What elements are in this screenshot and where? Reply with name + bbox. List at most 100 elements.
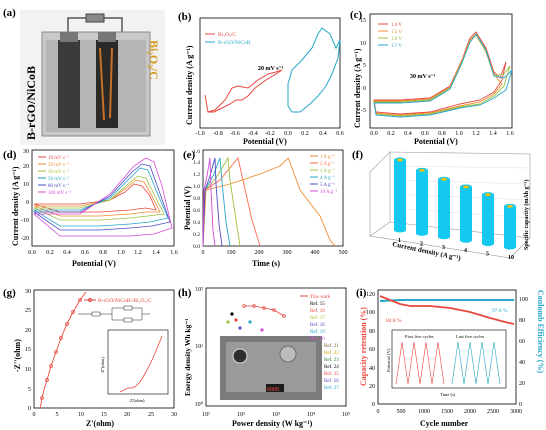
panel-d-xtick: 0.4 xyxy=(63,250,71,256)
panel-i-ytick-left: 0 xyxy=(372,402,375,408)
panel-h-photo-coin xyxy=(232,348,248,364)
panel-e-axes xyxy=(202,149,344,247)
panel-h-legend-item: Ref. 16 xyxy=(310,309,325,314)
panel-d-series-3 xyxy=(33,175,165,221)
panel-g-xtick: 20 xyxy=(124,412,130,418)
panel-b-xtick: 0.6 xyxy=(336,131,344,137)
panel-e-ytick: 1.0 xyxy=(193,184,200,190)
panel-d-legend-item: 80 mV s⁻¹ xyxy=(48,183,69,189)
panel-e-legend-item: 10 A g⁻¹ xyxy=(320,189,338,195)
panel-i-inset-ylabel: Potential (V) xyxy=(386,348,391,372)
panel-d-ytick: 20 xyxy=(23,164,29,170)
panel-h-ylabel: Energy density Wh kg⁻¹ xyxy=(183,318,192,396)
panel-d-legend-item: 50 mV s⁻¹ xyxy=(48,176,69,182)
panel-h-xtick: 10⁵ xyxy=(342,412,350,418)
panel-f-bar xyxy=(394,160,406,230)
photo-electrode-left xyxy=(58,40,80,128)
panel-a: (a) B-rGO/NiCoB Bi₂O₃/C xyxy=(3,7,165,145)
panel-e-series-4 xyxy=(202,157,231,247)
circuit-resistor xyxy=(123,317,133,323)
panel-b-legend-item: B-rGO/NiCoB xyxy=(218,40,251,46)
panel-i-axes xyxy=(377,289,517,405)
panel-b-xtick: -0.6 xyxy=(230,131,240,137)
panel-h-ytick: 10¹ xyxy=(195,344,203,350)
panel-d-xticks: 0.0 0.2 0.4 0.6 0.8 1.0 1.2 1.4 1.6 xyxy=(28,250,178,256)
panel-h-legend-item: Ref. 25 xyxy=(324,372,339,377)
panel-e-legend: 1 A g⁻¹ 2 A g⁻¹ 3 A g⁻¹ 4 A g⁻¹ 5 A g⁻¹ … xyxy=(310,154,338,195)
this-work-point xyxy=(242,304,246,308)
panel-c-xlabel: Potential (V) xyxy=(414,137,458,146)
panel-f-bar-marker xyxy=(397,158,403,162)
panel-i-ytick-left: 100 xyxy=(366,310,375,316)
panel-g-ytick: 0 xyxy=(28,406,31,412)
panel-i-annotation-efficiency: 97.8 % xyxy=(492,308,508,314)
panel-e-legend-item: 4 A g⁻¹ xyxy=(320,175,335,181)
panel-h-xtick: 10¹ xyxy=(202,412,210,418)
photo-resistor xyxy=(85,13,105,23)
panel-d-xtick: 0.2 xyxy=(46,250,54,256)
panel-d-label: (d) xyxy=(3,149,17,161)
panel-h-legend-item: Ref. 21 xyxy=(324,344,339,349)
panel-d-ytick: -10 xyxy=(21,218,29,224)
panel-f-label: (f) xyxy=(352,149,363,161)
panel-d-ytick: 0 xyxy=(26,200,29,206)
panel-g: (g) -Z''(ohm) Z'(ohm) 0 5 10 15 20 25 30… xyxy=(3,287,177,428)
photo-clip-right xyxy=(98,32,116,42)
panel-b-xtick: 0.0 xyxy=(284,131,292,137)
panel-h-label: (h) xyxy=(178,287,192,299)
panel-b-xlabel: Potential (V) xyxy=(243,137,287,146)
panel-d-legend-item: 10 mV s⁻¹ xyxy=(48,155,69,161)
panel-h-yticks: 10⁰ 10¹ 10² xyxy=(195,287,204,408)
panel-i-annotation-retention: 84.8 % xyxy=(386,318,402,324)
panel-e-series-5 xyxy=(202,157,223,247)
panel-i-ytick-left: 120 xyxy=(366,292,375,298)
this-work-point xyxy=(262,306,266,310)
nyquist-point xyxy=(40,396,44,400)
this-work-point xyxy=(272,308,276,312)
circuit-resistor xyxy=(123,305,133,311)
panel-g-xtick: 10 xyxy=(78,412,84,418)
panel-i-xtick: 500 xyxy=(397,409,406,415)
panel-e-ytick: 0.0 xyxy=(193,244,200,250)
panel-f-bars: 1 2 3 4 5 10 xyxy=(394,157,516,261)
panel-h: (h) Energy density Wh kg⁻¹ Power density… xyxy=(178,287,350,428)
panel-i-xlabel: Cycle number xyxy=(420,419,469,428)
panel-d-legend: 10 mV s⁻¹ 20 mV s⁻¹ 30 mV s⁻¹ 50 mV s⁻¹ … xyxy=(38,155,72,196)
panel-f-xtick: 5 xyxy=(486,252,489,258)
panel-i-yticks-left: 0 20 40 60 80 100 120 xyxy=(366,292,375,408)
panel-f-bar-marker xyxy=(463,185,469,189)
panel-f-gridline xyxy=(389,179,531,185)
nyquist-point xyxy=(49,364,53,368)
ref-point xyxy=(260,328,264,332)
panel-c-ytick: 15 xyxy=(360,18,366,24)
photo-clip-left xyxy=(60,32,78,42)
panel-i-label: (i) xyxy=(356,287,367,299)
nyquist-point xyxy=(78,298,82,302)
photo-copper-wire xyxy=(99,47,113,121)
panel-h-ref-points xyxy=(226,312,264,332)
panel-g-yticks: 0 5 10 15 20 25 30 xyxy=(25,289,31,412)
panel-f-xtick: 1 xyxy=(398,238,401,244)
panel-i-inset-first-cycles xyxy=(395,341,445,385)
panel-i-ytick-right: 60 xyxy=(519,339,525,345)
panel-g-legend-marker xyxy=(88,298,92,302)
panel-h-photo-display xyxy=(266,384,284,392)
panel-h-photo-fan xyxy=(279,345,297,363)
panel-d-ylabel: Current density (A g⁻¹) xyxy=(11,166,20,246)
panel-d-xtick: 0.8 xyxy=(99,250,107,256)
panel-d-xtick: 0.0 xyxy=(28,250,36,256)
panel-f-gridline xyxy=(389,165,531,169)
panel-a-left-text: B-rGO/NiCoB xyxy=(24,66,38,140)
panel-e-ytick: 0.6 xyxy=(193,208,200,214)
panel-i-xtick: 2500 xyxy=(487,409,499,415)
panel-i-ylabel-left: Capacity retention (%) xyxy=(359,307,368,386)
panel-e-xticks: 0 100 200 300 400 500 xyxy=(202,250,348,256)
panel-e-series-1 xyxy=(202,157,336,247)
panel-f-bar-marker xyxy=(419,169,425,172)
panel-c-yticks: -5 0 5 10 15 xyxy=(360,18,366,114)
this-work-point xyxy=(252,304,256,308)
panel-b-xtick: 0.2 xyxy=(301,131,309,137)
panel-h-xtick: 10² xyxy=(237,412,245,418)
panel-c-xtick: 0.4 xyxy=(404,131,412,137)
panel-e-ylabel: Potential (V) xyxy=(183,186,192,230)
